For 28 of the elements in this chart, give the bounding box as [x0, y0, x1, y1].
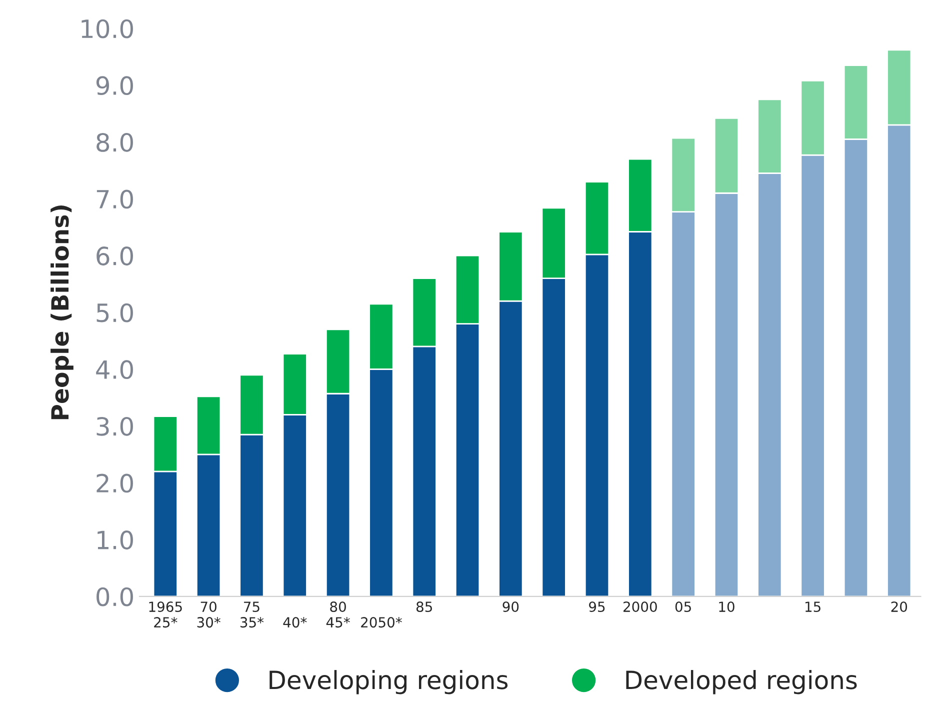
x-tick-label: 2050* — [361, 617, 402, 628]
y-tick-label: 5.0 — [96, 303, 133, 322]
x-tick-label: 80 45* — [326, 602, 350, 628]
legend-label: Developing regions — [270, 670, 508, 694]
x-tick-label: 15 — [805, 602, 820, 612]
y-tick-label: 1.0 — [98, 530, 133, 550]
x-tick-label: 10 — [719, 602, 734, 612]
x-tick-label: 20 — [891, 602, 908, 612]
y-tick-label: 0.0 — [96, 587, 133, 606]
x-tick-label: 75 35* — [240, 602, 264, 628]
x-tick-label: 70 30* — [197, 602, 220, 628]
y-tick-label: 3.0 — [96, 416, 133, 436]
x-tick-label: 05 — [675, 602, 691, 612]
y-tick-label: 9.0 — [96, 76, 133, 96]
y-tick-label: 10.0 — [82, 19, 133, 38]
x-tick-label: 1965 25* — [149, 602, 182, 628]
y-axis-title: People (Billions) — [50, 206, 74, 420]
x-tick-label: 40* — [283, 617, 307, 628]
x-tick-label: 95 — [589, 602, 605, 612]
y-tick-label: 6.0 — [96, 246, 133, 266]
y-tick-label: 2.0 — [96, 474, 133, 493]
y-tick-label: 8.0 — [96, 132, 133, 152]
x-tick-label: 2000 — [624, 602, 657, 612]
x-tick-label: 85 — [416, 602, 432, 612]
x-tick-label: 90 — [502, 602, 519, 612]
y-tick-label: 4.0 — [96, 360, 133, 380]
y-tick-label: 7.0 — [96, 190, 133, 209]
legend-label: Developed regions — [626, 670, 857, 694]
